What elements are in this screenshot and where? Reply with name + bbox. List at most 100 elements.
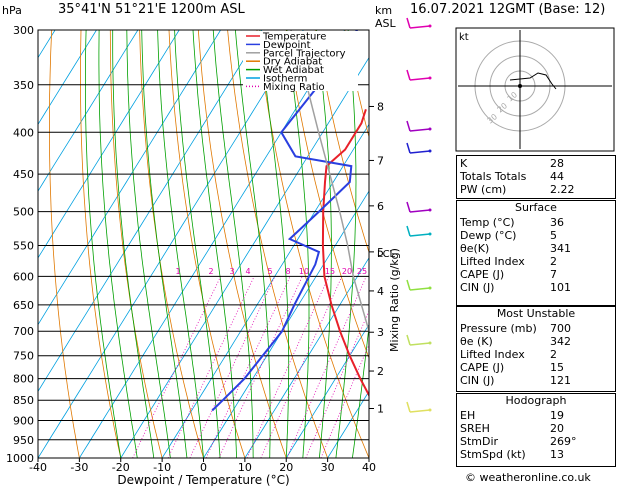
mixing-ratio-value-label: 5 [267, 267, 272, 276]
wet-adiabat-line [85, 30, 122, 458]
hodograph-row: StmSpd (kt) 13 [457, 448, 615, 461]
surface-label: Temp (°C) [460, 216, 515, 229]
surface-row: CAPE (J) 7 [457, 268, 615, 281]
most-unstable-value: 342 [550, 335, 571, 348]
wind-barb-dot [428, 341, 432, 345]
wet-adiabat-line [352, 322, 369, 458]
pressure-tick-label: 500 [13, 206, 34, 219]
pressure-tick-label: 550 [13, 239, 34, 252]
km-tick-label: 2 [377, 365, 384, 378]
wind-barb-icon [409, 150, 431, 154]
x-axis-label: Dewpoint / Temperature (°C) [117, 473, 289, 486]
wet-adiabat-line [286, 30, 310, 458]
hodograph-storm-marker [518, 84, 522, 88]
hodograph-value: 13 [550, 448, 564, 461]
asl-label: ASL [375, 17, 396, 30]
pressure-tick-label: 850 [13, 394, 34, 407]
surface-row: Temp (°C) 36 [457, 216, 615, 229]
surface-box: Surface Temp (°C) 36 Dewp (°C) 5 θe(K) 341 Lif… [456, 200, 616, 306]
index-label: PW (cm) [460, 183, 507, 196]
most-unstable-title: Most Unstable [496, 307, 576, 320]
hodograph-table-box: Hodograph EH 19 SREH 20 StmDir 269° StmSpd (kt… [456, 393, 616, 467]
index-label: Totals Totals [460, 170, 527, 183]
index-value: 44 [550, 170, 564, 183]
pressure-tick-label: 400 [13, 126, 34, 139]
isotherm-line [203, 190, 369, 458]
pressure-tick-label: 900 [13, 415, 34, 428]
most-unstable-value: 700 [550, 322, 571, 335]
hodograph-row: SREH 20 [457, 422, 615, 435]
wind-barb-dot [428, 408, 432, 412]
hodograph-label: StmSpd (kt) [460, 448, 526, 461]
km-label: km [375, 4, 393, 17]
most-unstable-box: Most Unstable Pressure (mb) 700 θe (K) 342 L… [456, 306, 616, 392]
isotherm-line [161, 123, 369, 458]
pressure-tick-label: 800 [13, 373, 34, 386]
surface-label: CAPE (J) [460, 268, 505, 281]
hodograph-value: 20 [550, 422, 564, 435]
mixing-ratio-line [320, 343, 369, 458]
surface-value: 341 [550, 242, 571, 255]
hodograph-label: EH [460, 409, 476, 422]
wet-adiabat-line [174, 30, 221, 458]
wind-barb-flag [406, 17, 411, 29]
pressure-tick-label: 700 [13, 325, 34, 338]
isotherm-line [38, 30, 304, 458]
km-tick-label: 1 [377, 402, 384, 415]
wind-barb-icon [409, 25, 431, 29]
indices-box: K 28 Totals Totals 44 PW (cm) 2.22 [456, 155, 616, 199]
most-unstable-row: CAPE (J) 15 [457, 361, 615, 374]
wet-adiabat-line [98, 30, 138, 458]
wind-barb-dot [428, 208, 432, 212]
hodograph-row: EH 19 [457, 409, 615, 422]
surface-row: Lifted Index 2 [457, 255, 615, 268]
km-tick-label: 3 [377, 326, 384, 339]
dry-adiabat-line [256, 30, 369, 458]
km-tick-label: 6 [377, 200, 384, 213]
hpa-label: hPa [2, 4, 22, 17]
wind-barb-flag [406, 201, 411, 213]
legend-entry: Temperature [262, 32, 326, 43]
most-unstable-row: CIN (J) 121 [457, 374, 615, 387]
legend-entry: Wet Adiabat [263, 65, 324, 76]
datetime-title: 16.07.2021 12GMT (Base: 12) [410, 2, 606, 17]
mixing-ratio-line [260, 276, 343, 458]
wet-adiabat-line [141, 30, 188, 458]
mixing-ratio-value-label: 20 [342, 267, 352, 276]
wind-barb-icon [409, 342, 431, 346]
mixing-ratio-axis-label: Mixing Ratio (g/kg) [388, 248, 401, 352]
wind-barb-dot [428, 232, 432, 236]
surface-label: θe(K) [460, 242, 490, 255]
x-tick-label: -20 [112, 461, 130, 474]
most-unstable-row: Pressure (mb) 700 [457, 322, 615, 335]
surface-value: 36 [550, 216, 564, 229]
mixing-ratio-value-label: 2 [208, 267, 213, 276]
index-row: PW (cm) 2.22 [457, 183, 615, 196]
hodograph-value: 269° [550, 435, 577, 448]
most-unstable-row: θe (K) 342 [457, 335, 615, 348]
legend-entry: Dry Adiabat [263, 57, 322, 68]
hodograph-row: StmDir 269° [457, 435, 615, 448]
most-unstable-table: Pressure (mb) 700 θe (K) 342 Lifted Index 2 CA… [457, 322, 615, 387]
mixing-ratio-value-label: 1 [175, 267, 180, 276]
wind-barb-flag [406, 401, 411, 413]
x-tick-label: 30 [321, 461, 335, 474]
x-tick-label: -40 [29, 461, 47, 474]
dry-adiabat-line [80, 30, 122, 458]
wind-barb-icon [409, 409, 431, 413]
indices-table: K 28 Totals Totals 44 PW (cm) 2.22 [457, 157, 615, 196]
series-dewpoint [211, 30, 358, 412]
legend-entry: Dewpoint [263, 40, 311, 51]
hodograph-trace [509, 72, 557, 90]
wind-barb-icon [409, 233, 431, 237]
pressure-tick-label: 300 [13, 24, 34, 37]
x-tick-label: 0 [200, 461, 207, 474]
location-title: 35°41'N 51°21'E 1200m ASL [58, 2, 245, 17]
most-unstable-value: 15 [550, 361, 564, 374]
index-row: K 28 [457, 157, 615, 170]
km-tick-label: 4 [377, 285, 384, 298]
surface-row: Dewp (°C) 5 [457, 229, 615, 242]
hodograph-label: StmDir [460, 435, 499, 448]
